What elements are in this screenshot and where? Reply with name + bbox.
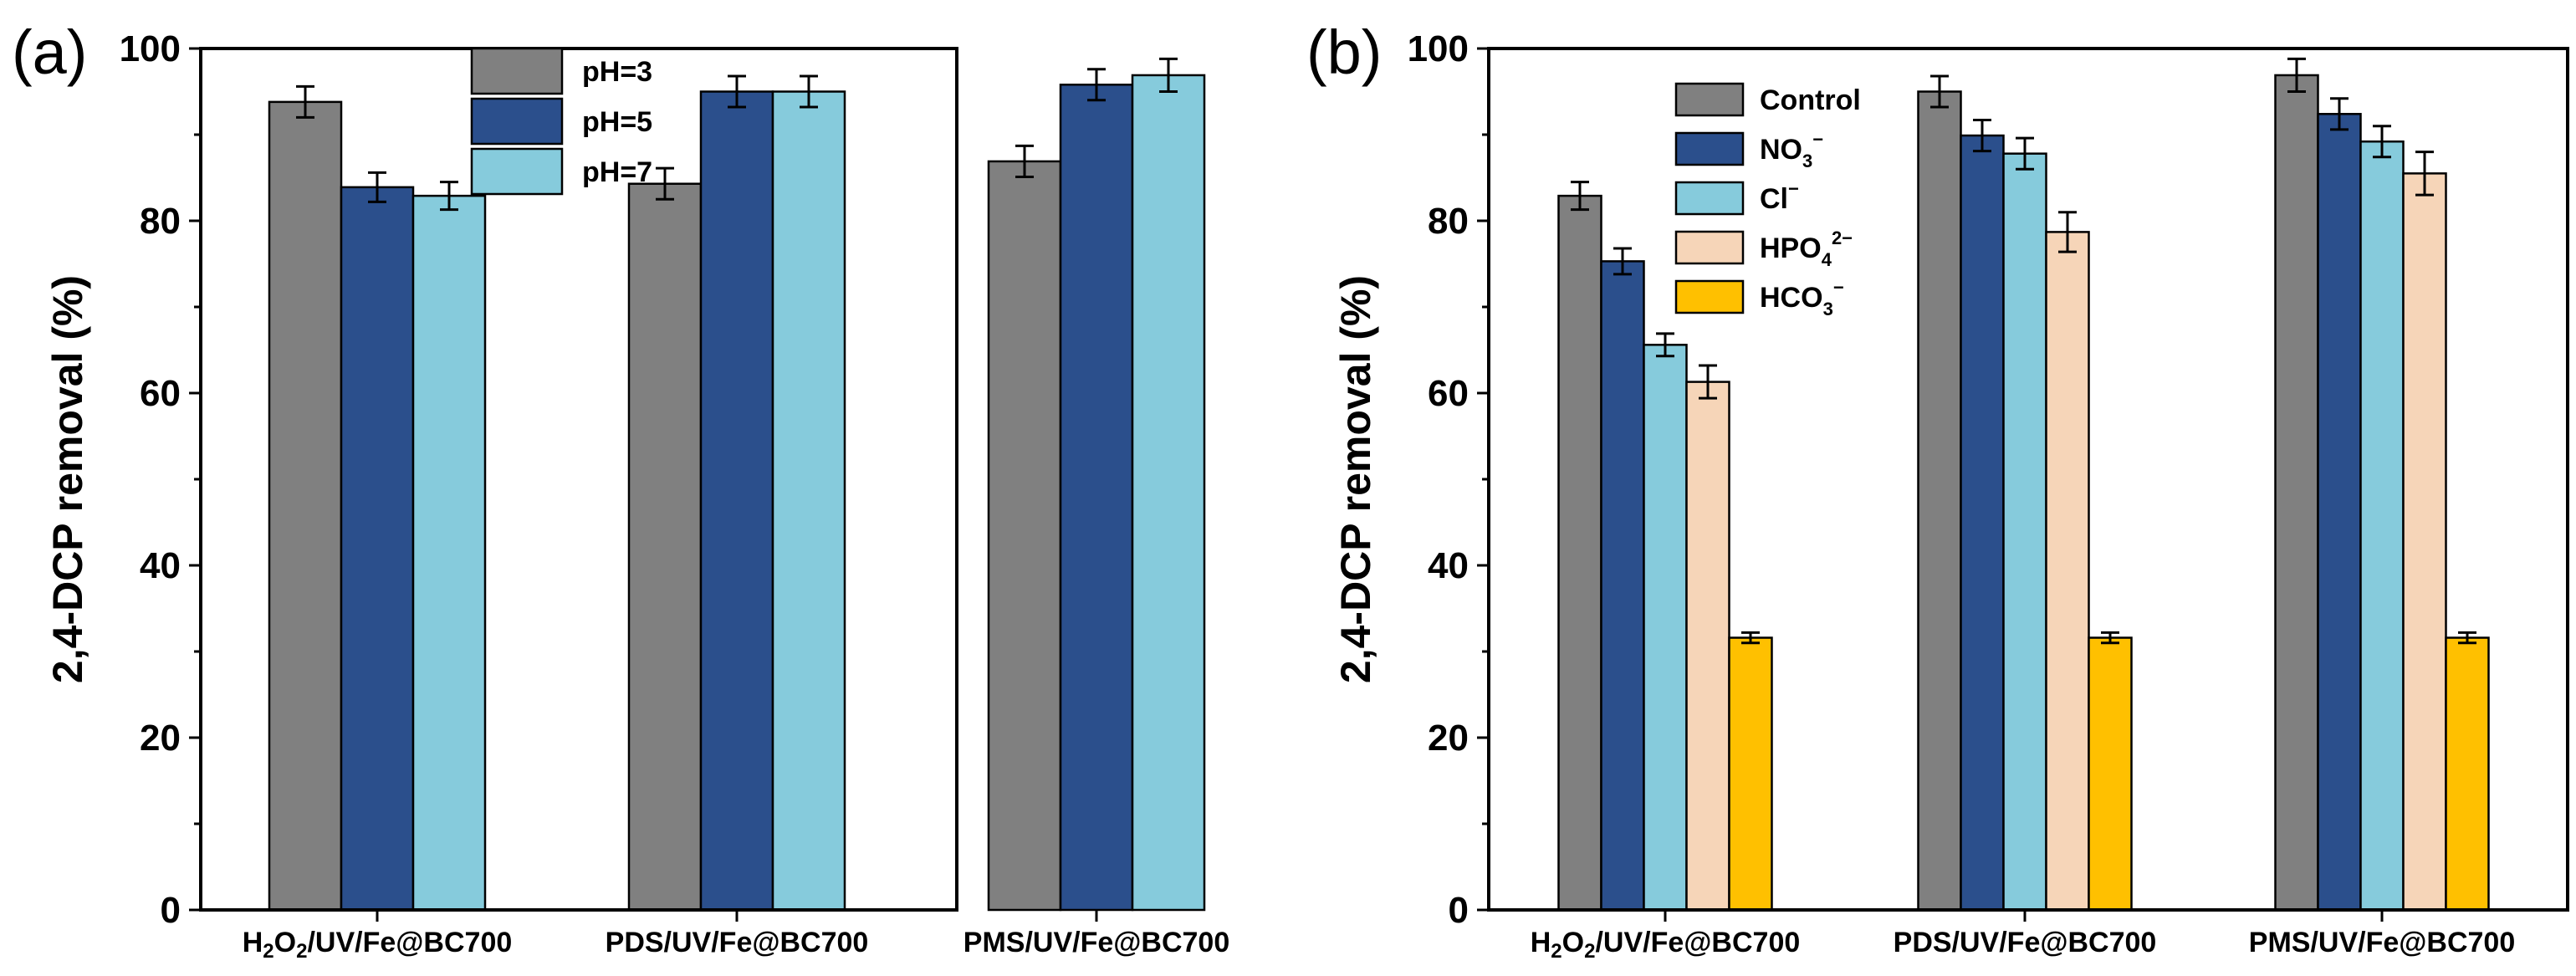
legend-text: pH=5 [582,106,652,138]
y-tick-label: 20 [1428,718,1469,759]
x-tick-label-1: PDS/UV/Fe@BC700 [606,927,869,958]
y-tick-label: 80 [140,201,181,242]
bar [2088,636,2133,912]
bar [2402,172,2447,912]
legend-swatch [470,97,564,146]
bar [1960,134,2005,912]
bar [268,100,343,912]
legend-swatch [1674,279,1745,314]
bar [2274,74,2319,912]
bar [987,160,1062,912]
x-tick-text: PDS/UV/Fe@BC700 [606,927,869,958]
bar [2002,152,2047,912]
legend-text: HPO [1760,233,1822,264]
x-tick-label-1: PDS/UV/Fe@BC700 [1894,927,2157,958]
legend-label-1: NO3− [1760,129,1823,171]
y-axis-label: 2,4-DCP removal (%) [1332,275,1379,683]
y-axis-label: 2,4-DCP removal (%) [44,275,91,683]
y-tick-label: 20 [140,718,181,759]
legend-label-0: Control [1760,84,1861,116]
legend-text: Control [1760,84,1861,116]
y-tick-label: 100 [1408,28,1469,69]
x-tick-text: PMS/UV/Fe@BC700 [2249,927,2515,958]
bar [2359,140,2405,912]
legend-sup: − [1812,129,1823,150]
legend-sup: − [1833,277,1844,298]
legend-label-2: pH=7 [582,156,652,188]
legend-sub: 3 [1823,299,1833,319]
legend-text: HCO [1760,282,1823,314]
x-tick-label-0: H2O2/UV/Fe@BC700 [243,927,513,963]
bar [2445,636,2490,912]
bar [1685,381,1730,912]
x-tick-text: /UV/Fe@BC700 [307,927,512,958]
y-tick-label: 0 [1449,890,1469,931]
legend-label-0: pH=3 [582,56,652,88]
legend-label-1: pH=5 [582,106,652,138]
x-tick-sub: 2 [263,940,273,963]
x-tick-label-2: PMS/UV/Fe@BC700 [963,927,1229,958]
panel-label: (b) [1306,18,1382,87]
legend-swatch [1674,82,1745,117]
legend-text: pH=7 [582,156,652,188]
bar [1557,194,1602,912]
legend-swatch [1674,230,1745,265]
bar [411,194,487,912]
x-tick-text: H [243,927,263,958]
x-tick-text: PMS/UV/Fe@BC700 [963,927,1229,958]
y-tick-label: 0 [161,890,181,931]
legend-sub: 4 [1822,249,1832,270]
x-tick-sub: 2 [296,940,307,963]
y-tick-label: 40 [1428,545,1469,586]
x-tick-text: PDS/UV/Fe@BC700 [1894,927,2157,958]
x-tick-sub: 2 [1551,940,1561,963]
x-tick-text: H [1531,927,1551,958]
legend-text: NO [1760,134,1802,166]
bar [771,90,846,912]
legend-sup: 2− [1832,227,1853,248]
y-tick-label: 80 [1428,201,1469,242]
x-tick-text: /UV/Fe@BC700 [1595,927,1800,958]
legend-label-4: HCO3− [1760,277,1844,319]
legend-swatch [1674,181,1745,216]
x-tick-sub: 2 [1584,940,1595,963]
legend-label-2: Cl− [1760,178,1799,215]
y-tick-label: 100 [120,28,181,69]
x-tick-text: O [1562,927,1584,958]
y-tick-label: 60 [1428,373,1469,414]
bar [1059,84,1134,912]
bar [1600,260,1645,912]
bar [1917,90,1962,912]
legend-label-3: HPO42− [1760,227,1853,270]
bar [340,186,415,912]
legend-swatch [470,147,564,196]
legend-swatch [470,47,564,95]
bar [2317,113,2362,912]
x-tick-label-0: H2O2/UV/Fe@BC700 [1531,927,1801,963]
bar [699,90,774,912]
x-tick-text: O [274,927,296,958]
legend-text: Cl [1760,183,1788,215]
legend-swatch [1674,131,1745,166]
bar [1728,636,1773,912]
panel-label: (a) [12,18,87,87]
bar [2045,231,2090,912]
x-tick-label-2: PMS/UV/Fe@BC700 [2249,927,2515,958]
bar [627,182,703,912]
legend: pH=3 pH=5 pH=7 [470,47,652,196]
legend-text: pH=3 [582,56,652,88]
legend-sub: 3 [1802,151,1812,171]
bar [1131,74,1206,912]
bar [1643,344,1688,912]
y-tick-label: 60 [140,373,181,414]
y-tick-label: 40 [140,545,181,586]
legend-sup: − [1788,178,1799,199]
